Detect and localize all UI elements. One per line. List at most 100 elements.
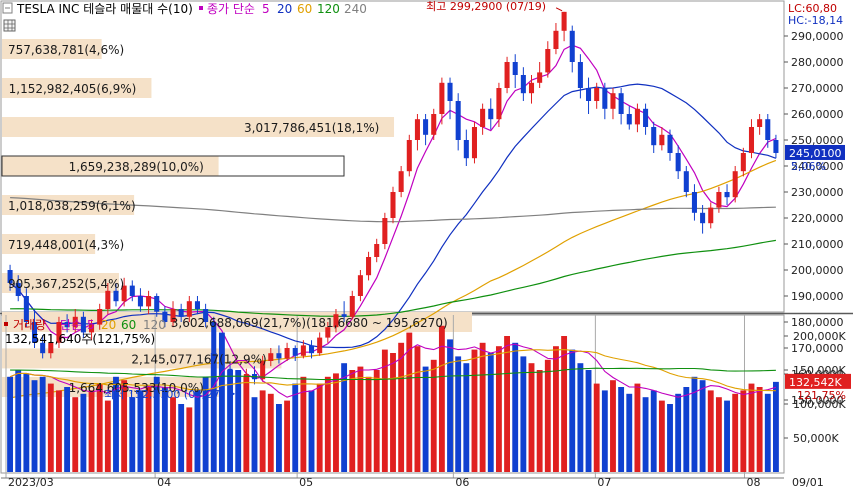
volume-bar[interactable] — [430, 359, 437, 472]
volume-bar[interactable] — [7, 376, 14, 472]
volume-bar[interactable] — [72, 397, 79, 472]
ma-period-20[interactable]: 20 — [277, 2, 292, 16]
candle-body[interactable] — [691, 192, 697, 213]
volume-ma-120[interactable]: 120 — [143, 318, 166, 332]
volume-bar[interactable] — [667, 404, 673, 472]
candle-body[interactable] — [333, 314, 339, 328]
candle-body[interactable] — [545, 49, 551, 73]
candle-body[interactable] — [292, 348, 298, 356]
candle-body[interactable] — [80, 316, 86, 333]
candle-body[interactable] — [634, 108, 640, 125]
volume-bar[interactable] — [31, 380, 38, 472]
candle-body[interactable] — [512, 62, 518, 75]
candle-body[interactable] — [659, 134, 665, 146]
volume-bar[interactable] — [194, 390, 201, 472]
volume-bar[interactable] — [438, 325, 445, 472]
volume-bar[interactable] — [324, 376, 331, 472]
ma-period-5[interactable]: 5 — [262, 2, 270, 16]
candle-body[interactable] — [586, 88, 592, 101]
candle-body[interactable] — [366, 257, 372, 276]
candle-body[interactable] — [455, 101, 461, 140]
candle-body[interactable] — [390, 192, 396, 218]
volume-ma-5[interactable]: 5 — [87, 318, 95, 332]
candle-body[interactable] — [610, 93, 616, 109]
volume-bar[interactable] — [373, 370, 380, 472]
volume-bar[interactable] — [569, 349, 576, 472]
candle-body[interactable] — [146, 296, 152, 307]
volume-bar[interactable] — [96, 383, 103, 472]
candle-body[interactable] — [137, 296, 143, 307]
candle-body[interactable] — [431, 114, 437, 135]
volume-bar[interactable] — [487, 353, 494, 472]
volume-bar[interactable] — [479, 342, 486, 472]
candle-body[interactable] — [773, 140, 779, 153]
candle-body[interactable] — [211, 322, 217, 354]
volume-bar[interactable] — [691, 376, 698, 472]
candle-body[interactable] — [382, 218, 388, 244]
volume-bar[interactable] — [495, 346, 502, 472]
candle-body[interactable] — [520, 75, 526, 94]
candle-body[interactable] — [56, 322, 62, 343]
candle-body[interactable] — [349, 296, 355, 317]
volume-bar[interactable] — [276, 404, 282, 472]
candle-body[interactable] — [374, 244, 380, 257]
candle-body[interactable] — [414, 119, 420, 140]
volume-bar[interactable] — [764, 393, 771, 472]
volume-bar[interactable] — [161, 387, 168, 472]
candle-body[interactable] — [488, 108, 494, 120]
volume-bar[interactable] — [178, 404, 185, 472]
volume-bar[interactable] — [414, 346, 421, 472]
candle-body[interactable] — [341, 314, 347, 317]
volume-bar[interactable] — [683, 387, 690, 472]
volume-bar[interactable] — [23, 373, 30, 472]
volume-bar[interactable] — [390, 353, 396, 472]
candle-body[interactable] — [748, 127, 755, 153]
volume-bar[interactable] — [658, 400, 665, 472]
candle-body[interactable] — [447, 82, 453, 101]
volume-bar[interactable] — [463, 363, 470, 472]
volume-bar[interactable] — [113, 376, 119, 472]
volume-bar[interactable] — [170, 397, 176, 472]
volume-bar[interactable] — [333, 373, 339, 472]
candle-body[interactable] — [732, 171, 738, 198]
candle-body[interactable] — [309, 345, 315, 354]
volume-bar[interactable] — [259, 390, 266, 472]
volume-bar[interactable] — [349, 370, 356, 472]
candle-body[interactable] — [276, 353, 282, 359]
volume-bar[interactable] — [300, 376, 307, 472]
volume-bar[interactable] — [626, 393, 633, 472]
candle-body[interactable] — [553, 30, 559, 49]
candle-body[interactable] — [186, 301, 192, 317]
volume-bar[interactable] — [553, 346, 559, 472]
candle-body[interactable] — [651, 127, 657, 146]
candle-body[interactable] — [740, 153, 746, 172]
volume-bar[interactable] — [292, 383, 299, 472]
candle-body[interactable] — [97, 309, 103, 325]
volume-bar[interactable] — [243, 376, 250, 472]
candle-body[interactable] — [170, 309, 176, 322]
volume-bar[interactable] — [227, 370, 233, 472]
volume-bar[interactable] — [398, 342, 405, 472]
volume-bar[interactable] — [47, 383, 54, 472]
candle-body[interactable] — [643, 108, 649, 127]
candle-body[interactable] — [602, 88, 608, 109]
volume-bar[interactable] — [422, 366, 429, 472]
volume-bar[interactable] — [121, 380, 128, 472]
candle-body[interactable] — [105, 290, 111, 309]
candle-body[interactable] — [268, 353, 274, 361]
candle-body[interactable] — [716, 192, 722, 208]
ma-period-240[interactable]: 240 — [344, 2, 367, 16]
volume-bar[interactable] — [267, 393, 274, 472]
candle-body[interactable] — [89, 324, 95, 333]
candle-body[interactable] — [300, 345, 306, 356]
candle-body[interactable] — [537, 72, 543, 83]
candle-body[interactable] — [406, 140, 412, 172]
candle-body[interactable] — [154, 296, 160, 312]
candle-body[interactable] — [113, 290, 119, 302]
candle-body[interactable] — [577, 62, 583, 88]
volume-bar[interactable] — [88, 390, 95, 472]
candle-body[interactable] — [594, 88, 600, 101]
candle-body[interactable] — [708, 207, 714, 224]
candle-body[interactable] — [48, 342, 54, 354]
candle-body[interactable] — [675, 153, 681, 172]
